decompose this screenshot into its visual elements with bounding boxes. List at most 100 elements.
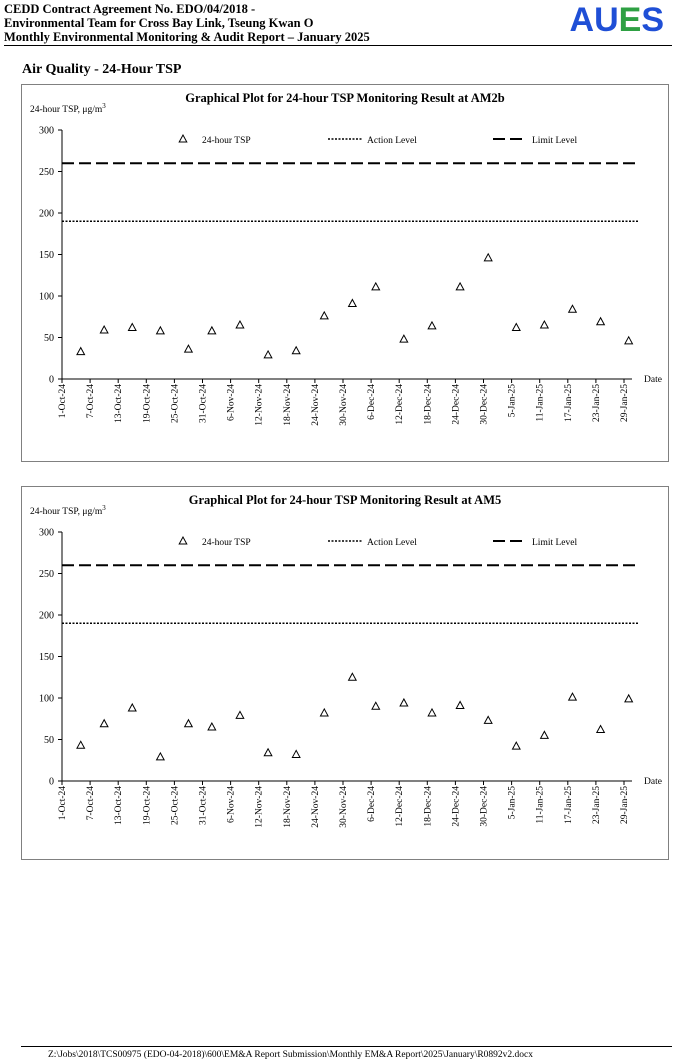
x-tick-label: 6-Nov-24 [227, 786, 237, 823]
y-tick-label: 300 [39, 528, 54, 539]
x-tick-label: 12-Dec-24 [395, 384, 405, 425]
data-point-tsp [371, 701, 381, 710]
x-tick-label: 18-Nov-24 [283, 384, 293, 426]
x-tick-label: 23-Jan-25 [592, 786, 602, 824]
footer-rule [21, 1046, 672, 1047]
legend-label-tsp: 24-hour TSP [202, 136, 251, 146]
logo-letter: U [594, 1, 619, 39]
data-point-tsp [183, 718, 194, 728]
x-tick-label: 6-Dec-24 [367, 786, 377, 822]
x-tick-label: 19-Oct-24 [142, 786, 152, 825]
legend-label-tsp: 24-hour TSP [202, 538, 251, 548]
x-tick-label: 24-Nov-24 [311, 786, 321, 828]
data-point-tsp [76, 346, 86, 356]
y-tick-label: 50 [44, 735, 54, 746]
y-tick-label: 0 [49, 375, 54, 386]
y-axis-label: 24-hour TSP, μg/m3 [30, 102, 106, 115]
legend-label-action: Action Level [367, 136, 417, 146]
x-tick-label: 30-Dec-24 [480, 384, 490, 425]
x-tick-label: 24-Dec-24 [451, 384, 461, 425]
logo-letter: S [641, 1, 664, 39]
x-tick-label: 6-Nov-24 [227, 384, 237, 421]
y-tick-label: 150 [39, 250, 54, 261]
data-point-tsp [347, 298, 358, 307]
legend-marker-tsp [178, 535, 188, 545]
x-tick-label: 12-Nov-24 [255, 786, 265, 828]
x-tick-label: 29-Jan-25 [620, 384, 630, 422]
y-tick-label: 150 [39, 652, 54, 663]
x-tick-label: 5-Jan-25 [508, 384, 518, 417]
data-point-tsp [127, 702, 137, 712]
x-tick-label: 30-Dec-24 [480, 786, 490, 827]
report-header: CEDD Contract Agreement No. EDO/04/2018 … [4, 0, 672, 46]
data-point-tsp [76, 740, 86, 749]
report-title-line: Monthly Environmental Monitoring & Audit… [4, 30, 370, 44]
x-tick-label: 13-Oct-24 [114, 384, 124, 423]
data-point-tsp [235, 710, 245, 719]
x-tick-label: 1-Oct-24 [58, 786, 68, 821]
y-tick-label: 100 [39, 292, 54, 303]
x-tick-label: 12-Nov-24 [255, 384, 265, 426]
data-point-tsp [347, 672, 358, 681]
x-tick-label: 24-Dec-24 [451, 786, 461, 827]
x-tick-label: 31-Oct-24 [199, 786, 209, 825]
tsp-chart-am2b: Graphical Plot for 24-hour TSP Monitorin… [30, 91, 662, 426]
x-tick-label: 30-Nov-24 [339, 786, 349, 828]
data-point-tsp [99, 718, 109, 728]
data-point-tsp [511, 741, 521, 750]
x-tick-label: 5-Jan-25 [508, 786, 518, 819]
x-tick-label: 12-Dec-24 [395, 786, 405, 827]
x-tick-label: 25-Oct-24 [170, 786, 180, 825]
logo-letter: A [569, 1, 595, 39]
x-tick-label: 19-Oct-24 [142, 384, 152, 423]
legend-label-action: Action Level [367, 538, 417, 548]
y-axis-label: 24-hour TSP, μg/m3 [30, 504, 106, 517]
y-tick-label: 300 [39, 126, 54, 137]
legend-label-limit: Limit Level [532, 538, 577, 548]
x-tick-label: 30-Nov-24 [339, 384, 349, 426]
x-tick-label: 24-Nov-24 [311, 384, 321, 426]
data-point-tsp [155, 325, 165, 335]
x-tick-label: 1-Oct-24 [58, 384, 68, 419]
y-tick-label: 250 [39, 167, 54, 178]
legend-label-limit: Limit Level [532, 136, 577, 146]
data-point-tsp [235, 320, 245, 329]
aues-logo: AUES [570, 0, 665, 40]
data-point-tsp [155, 751, 165, 761]
x-tick-label: 29-Jan-25 [620, 786, 630, 824]
data-point-tsp [127, 322, 137, 332]
logo-letter: E [618, 1, 642, 39]
y-tick-label: 250 [39, 569, 54, 580]
y-tick-label: 100 [39, 694, 54, 705]
x-tick-label: 6-Dec-24 [367, 384, 377, 420]
data-point-tsp [263, 747, 273, 757]
chart-title: Graphical Plot for 24-hour TSP Monitorin… [189, 493, 502, 507]
data-point-tsp [183, 344, 194, 353]
y-tick-label: 200 [39, 611, 54, 622]
data-point-tsp [99, 324, 109, 334]
x-tick-label: 23-Jan-25 [592, 384, 602, 422]
data-point-tsp [427, 707, 437, 717]
x-tick-label: 13-Oct-24 [114, 786, 124, 825]
x-tick-label: 31-Oct-24 [199, 384, 209, 423]
data-point-tsp [291, 749, 301, 758]
data-point-tsp [427, 320, 437, 330]
legend-marker-tsp [178, 133, 188, 143]
y-tick-label: 0 [49, 777, 54, 788]
x-axis-label: Date [644, 375, 662, 385]
footer-file-path: Z:\Jobs\2018\TCS00975 (EDO-04-2018)\600\… [48, 1050, 534, 1060]
x-tick-label: 11-Jan-25 [536, 786, 546, 824]
data-point-tsp [399, 697, 409, 707]
data-point-tsp [483, 715, 493, 724]
y-axis-label-superscript: 3 [102, 504, 106, 512]
data-point-tsp [207, 325, 217, 335]
section-title: Air Quality - 24-Hour TSP [22, 62, 182, 77]
x-tick-label: 17-Jan-25 [564, 384, 574, 422]
data-point-tsp [539, 730, 550, 739]
x-tick-label: 18-Nov-24 [283, 786, 293, 828]
y-tick-label: 200 [39, 209, 54, 220]
y-axis-label-superscript: 3 [102, 102, 106, 110]
x-tick-label: 17-Jan-25 [564, 786, 574, 824]
chart-panel-am5: Graphical Plot for 24-hour TSP Monitorin… [21, 486, 669, 860]
data-point-tsp [263, 349, 273, 359]
